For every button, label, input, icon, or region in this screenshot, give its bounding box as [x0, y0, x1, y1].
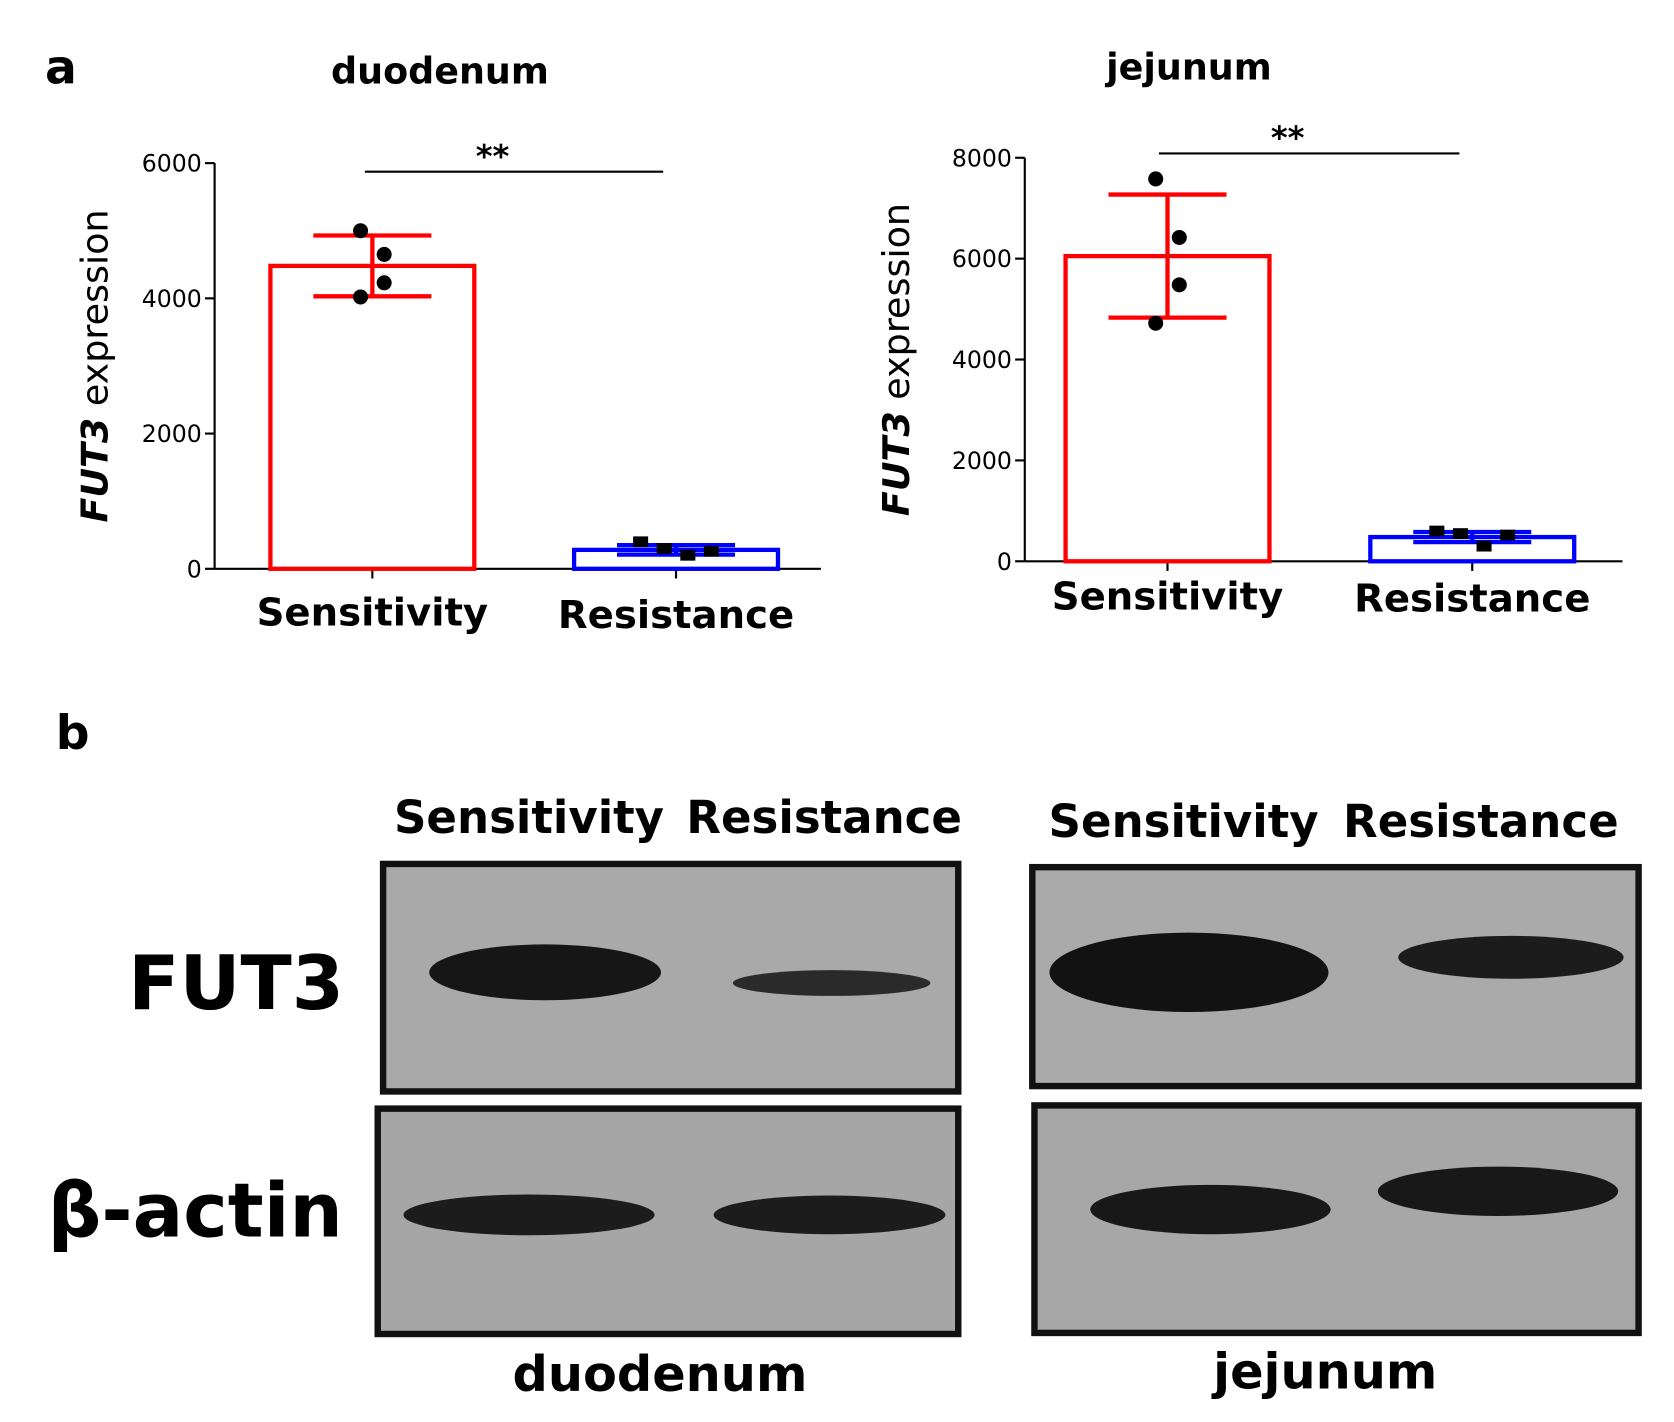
y-axis-label: FUT3 expression: [73, 209, 116, 522]
x-tick-label: Sensitivity: [1052, 575, 1284, 620]
y-tick-label: 6000: [142, 150, 202, 178]
data-point: [1171, 229, 1187, 245]
data-point: [1429, 525, 1445, 537]
lane-label: Resistance: [1343, 795, 1619, 848]
data-point: [353, 289, 369, 305]
y-tick-label: 8000: [952, 144, 1012, 172]
lane-label: Sensitivity: [1049, 795, 1319, 848]
data-point: [376, 246, 392, 262]
panel-label: a: [45, 41, 77, 96]
lane-label: Resistance: [686, 791, 962, 844]
y-tick-label: 2000: [952, 447, 1012, 475]
significance-label: **: [476, 137, 510, 175]
blot-caption: jejunum: [1211, 1343, 1437, 1401]
y-axis-label-italic: FUT3: [875, 411, 918, 516]
y-axis-label-text: expression: [73, 209, 116, 406]
y-tick-label: 2000: [142, 420, 202, 448]
data-point: [1476, 540, 1492, 552]
y-axis-label-italic: FUT3: [73, 418, 116, 523]
data-point: [633, 536, 649, 548]
significance-label: **: [1271, 119, 1305, 157]
row-label: β-actin: [48, 1166, 343, 1254]
y-tick-label: 4000: [952, 346, 1012, 374]
y-axis-label: FUT3 expression: [875, 203, 918, 516]
y-tick-label: 6000: [952, 245, 1012, 273]
blot-caption: duodenum: [512, 1345, 807, 1403]
data-point: [1452, 528, 1468, 539]
data-point: [1171, 277, 1187, 293]
data-point: [353, 223, 369, 239]
x-tick-label: Resistance: [558, 593, 794, 638]
band: [429, 944, 662, 1001]
band: [1049, 932, 1329, 1013]
lane-label: Sensitivity: [394, 791, 664, 844]
data-point: [680, 549, 696, 561]
panel-label: b: [56, 706, 90, 761]
y-tick-label: 0: [997, 548, 1012, 576]
data-point: [376, 275, 392, 291]
band: [713, 1195, 946, 1235]
data-point: [656, 543, 672, 554]
chart-title: duodenum: [331, 50, 549, 93]
y-axis-label-text: expression: [875, 203, 918, 400]
band: [1377, 1166, 1619, 1216]
data-point: [1148, 315, 1164, 331]
band: [1398, 935, 1624, 979]
x-tick-label: Sensitivity: [257, 591, 489, 636]
row-label: FUT3: [128, 939, 344, 1027]
band: [403, 1194, 655, 1236]
y-tick-label: 0: [187, 555, 202, 583]
y-tick-label: 4000: [142, 285, 202, 313]
x-tick-label: Resistance: [1354, 577, 1590, 622]
band: [1090, 1184, 1331, 1235]
data-point: [1148, 171, 1164, 187]
data-point: [703, 545, 719, 557]
bar: [268, 263, 477, 571]
data-point: [1500, 529, 1516, 541]
chart-title: jejunum: [1104, 45, 1272, 88]
band: [732, 970, 931, 996]
